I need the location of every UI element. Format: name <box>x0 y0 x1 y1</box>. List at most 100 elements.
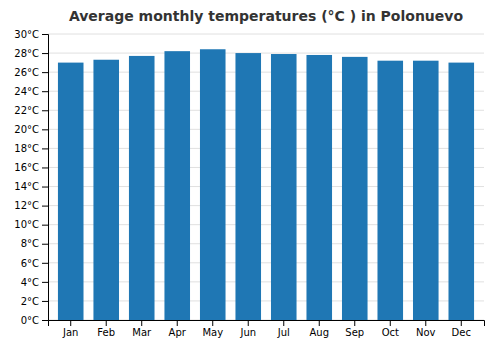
x-tick-label: Mar <box>132 327 152 338</box>
y-tick-mark <box>42 187 48 188</box>
bar <box>377 61 403 320</box>
y-tick: 18°C <box>14 143 48 154</box>
x-tick-mark <box>141 320 142 326</box>
y-tick-label: 22°C <box>14 105 39 116</box>
y-tick-label: 0°C <box>21 315 39 326</box>
y-tick-mark <box>42 244 48 245</box>
y-tick: 16°C <box>14 162 48 173</box>
y-tick-mark <box>42 72 48 73</box>
x-tick: Mar <box>132 320 152 338</box>
y-tick-mark <box>42 129 48 130</box>
y-tick-mark <box>42 263 48 264</box>
y-tick: 8°C <box>21 238 48 249</box>
x-tick: Jun <box>239 320 256 338</box>
y-tick: 6°C <box>21 258 48 269</box>
y-tick-mark <box>42 148 48 149</box>
bar <box>164 51 190 320</box>
x-tick: Dec <box>452 320 471 338</box>
x-tick: Jul <box>277 320 290 338</box>
y-tick-label: 4°C <box>21 277 39 288</box>
y-tick-mark <box>42 91 48 92</box>
y-axis-line <box>42 35 49 321</box>
y-tick: 20°C <box>14 124 48 135</box>
y-tick-label: 30°C <box>14 29 39 40</box>
y-tick-label: 24°C <box>14 86 39 97</box>
y-tick-mark <box>42 301 48 302</box>
y-tick-mark <box>42 167 48 168</box>
plot: 0°C 2°C 4°C 6°C 8°C 10°C 12°C 14°C 16°C 18°C 20°C 2… <box>14 29 484 338</box>
y-tick-label: 6°C <box>21 258 39 269</box>
bar <box>342 57 368 320</box>
y-tick: 22°C <box>14 105 48 116</box>
y-tick: 10°C <box>14 219 48 230</box>
y-tick: 24°C <box>14 86 48 97</box>
x-tick-mark <box>390 320 391 326</box>
bar <box>271 54 297 320</box>
x-tick-label: Jan <box>62 327 78 338</box>
x-tick: Aug <box>309 320 329 338</box>
grid-line <box>48 53 484 54</box>
y-tick-label: 20°C <box>14 124 39 135</box>
x-tick-mark <box>177 320 178 326</box>
y-tick: 14°C <box>14 181 48 192</box>
y-axis: 0°C 2°C 4°C 6°C 8°C 10°C 12°C 14°C 16°C 18°C 20°C 2… <box>14 29 48 326</box>
x-tick-mark <box>106 320 107 326</box>
bar <box>306 55 332 320</box>
y-tick: 30°C <box>14 29 48 40</box>
x-tick: Jan <box>62 320 78 338</box>
x-tick-label: Nov <box>416 327 436 338</box>
bar <box>58 63 84 320</box>
y-tick-label: 14°C <box>14 181 39 192</box>
bar <box>200 49 226 320</box>
grid-line <box>48 34 484 35</box>
x-tick: Sep <box>345 320 364 338</box>
x-tick-label: Feb <box>97 327 115 338</box>
x-tick-label: Jun <box>239 327 256 338</box>
x-tick: Nov <box>416 320 436 338</box>
y-tick: 2°C <box>21 296 48 307</box>
y-tick-mark <box>42 53 48 54</box>
y-tick-label: 2°C <box>21 296 39 307</box>
x-axis: Jan Feb Mar Apr May Jun Jul Aug Sep Oct Nov Dec <box>49 320 485 338</box>
y-tick-label: 12°C <box>14 200 39 211</box>
y-tick-mark <box>42 206 48 207</box>
x-tick: Apr <box>169 320 187 338</box>
x-axis-line <box>49 321 485 327</box>
y-tick: 4°C <box>21 277 48 288</box>
y-tick-label: 18°C <box>14 143 39 154</box>
x-tick-mark <box>283 320 284 326</box>
bar <box>448 63 474 320</box>
grid <box>48 34 484 320</box>
x-tick-mark <box>212 320 213 326</box>
y-tick-mark <box>42 225 48 226</box>
x-tick-label: Sep <box>345 327 364 338</box>
x-tick-label: Jul <box>277 327 290 338</box>
x-tick-mark <box>461 320 462 326</box>
y-tick: 28°C <box>14 48 48 59</box>
x-tick-mark <box>70 320 71 326</box>
y-tick-label: 28°C <box>14 48 39 59</box>
x-tick-mark <box>248 320 249 326</box>
x-tick-label: Apr <box>169 327 187 338</box>
x-tick-label: May <box>202 327 223 338</box>
x-tick-label: Oct <box>382 327 399 338</box>
bar <box>235 53 261 320</box>
y-tick-mark <box>42 34 48 35</box>
bar <box>93 60 119 320</box>
bar <box>413 61 439 320</box>
y-tick-label: 8°C <box>21 238 39 249</box>
y-tick-mark <box>42 110 48 111</box>
title: Average monthly temperatures (°C ) in Po… <box>69 8 464 24</box>
x-tick-mark <box>425 320 426 326</box>
bar <box>129 56 155 320</box>
y-tick-label: 26°C <box>14 67 39 78</box>
y-tick-mark <box>42 320 48 321</box>
chart: 0°C 2°C 4°C 6°C 8°C 10°C 12°C 14°C 16°C 18°C 20°C 2… <box>0 0 500 350</box>
x-tick: Feb <box>97 320 115 338</box>
y-tick: 0°C <box>21 315 48 326</box>
x-tick: May <box>202 320 223 338</box>
x-tick-label: Aug <box>309 327 329 338</box>
bars <box>58 49 474 320</box>
x-tick-mark <box>354 320 355 326</box>
y-tick: 26°C <box>14 67 48 78</box>
